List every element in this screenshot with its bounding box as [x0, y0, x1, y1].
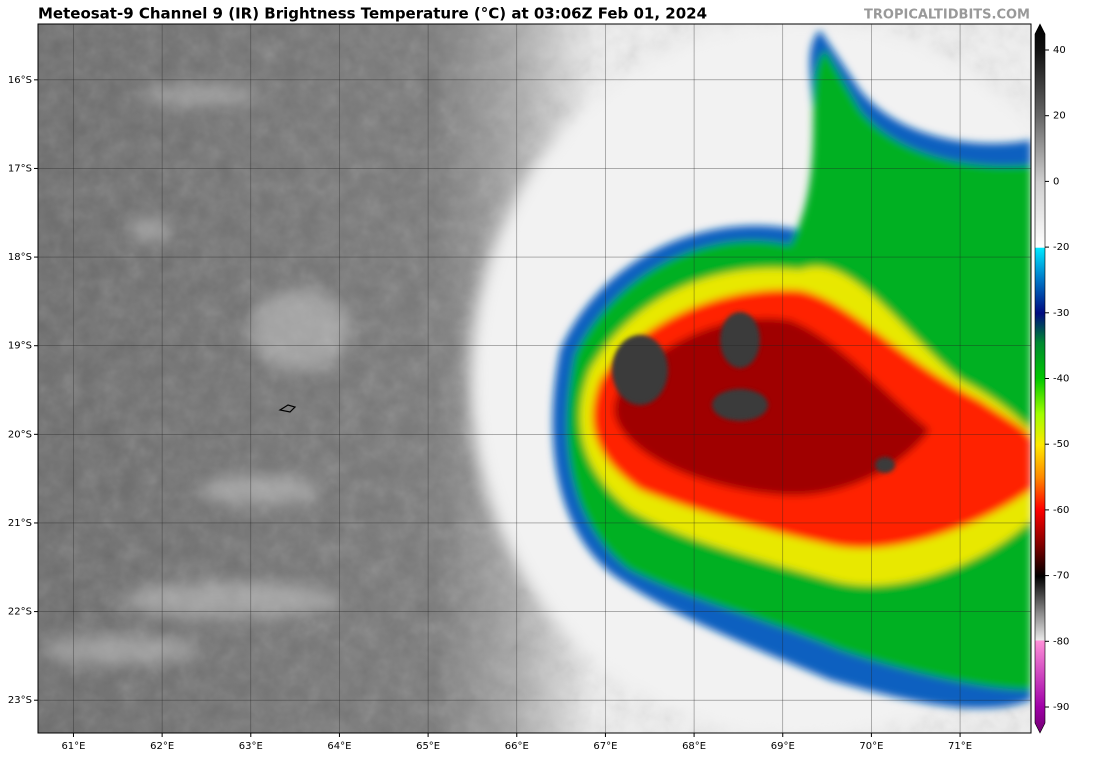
lat-label: 18°S [8, 252, 32, 263]
colorbar-label: -40 [1053, 374, 1069, 385]
colorbar-label: 0 [1053, 176, 1059, 187]
lat-label: 17°S [8, 163, 32, 174]
lon-label: 64°E [327, 741, 351, 752]
lon-label: 70°E [859, 741, 883, 752]
colorbar [1034, 23, 1046, 734]
colorbar-label: -90 [1053, 702, 1069, 713]
lon-label: 67°E [593, 741, 617, 752]
lat-label: 22°S [8, 607, 32, 618]
lon-label: 66°E [505, 741, 529, 752]
credit: TROPICALTIDBITS.COM [864, 8, 1030, 23]
imagery [38, 24, 1031, 733]
lon-label: 65°E [416, 741, 440, 752]
colorbar-label: -60 [1053, 505, 1069, 516]
colorbar-label: 20 [1053, 111, 1066, 122]
lon-label: 61°E [61, 741, 85, 752]
lon-label: 68°E [682, 741, 706, 752]
lon-label: 62°E [150, 741, 174, 752]
lat-label: 16°S [8, 75, 32, 86]
map-frame [37, 23, 1032, 734]
colorbar-label: -80 [1053, 636, 1069, 647]
lon-label: 69°E [771, 741, 795, 752]
colorbar-label: 40 [1053, 45, 1066, 56]
colorbar-label: -30 [1053, 308, 1069, 319]
lat-label: 23°S [8, 695, 32, 706]
title: Meteosat-9 Channel 9 (IR) Brightness Tem… [38, 5, 707, 23]
lon-label: 63°E [239, 741, 263, 752]
colorbar-label: -20 [1053, 242, 1069, 253]
lat-label: 20°S [8, 429, 32, 440]
colorbar-label: -70 [1053, 571, 1069, 582]
lon-label: 71°E [948, 741, 972, 752]
colorbar-label: -50 [1053, 439, 1069, 450]
lat-label: 19°S [8, 341, 32, 352]
lat-label: 21°S [8, 518, 32, 529]
